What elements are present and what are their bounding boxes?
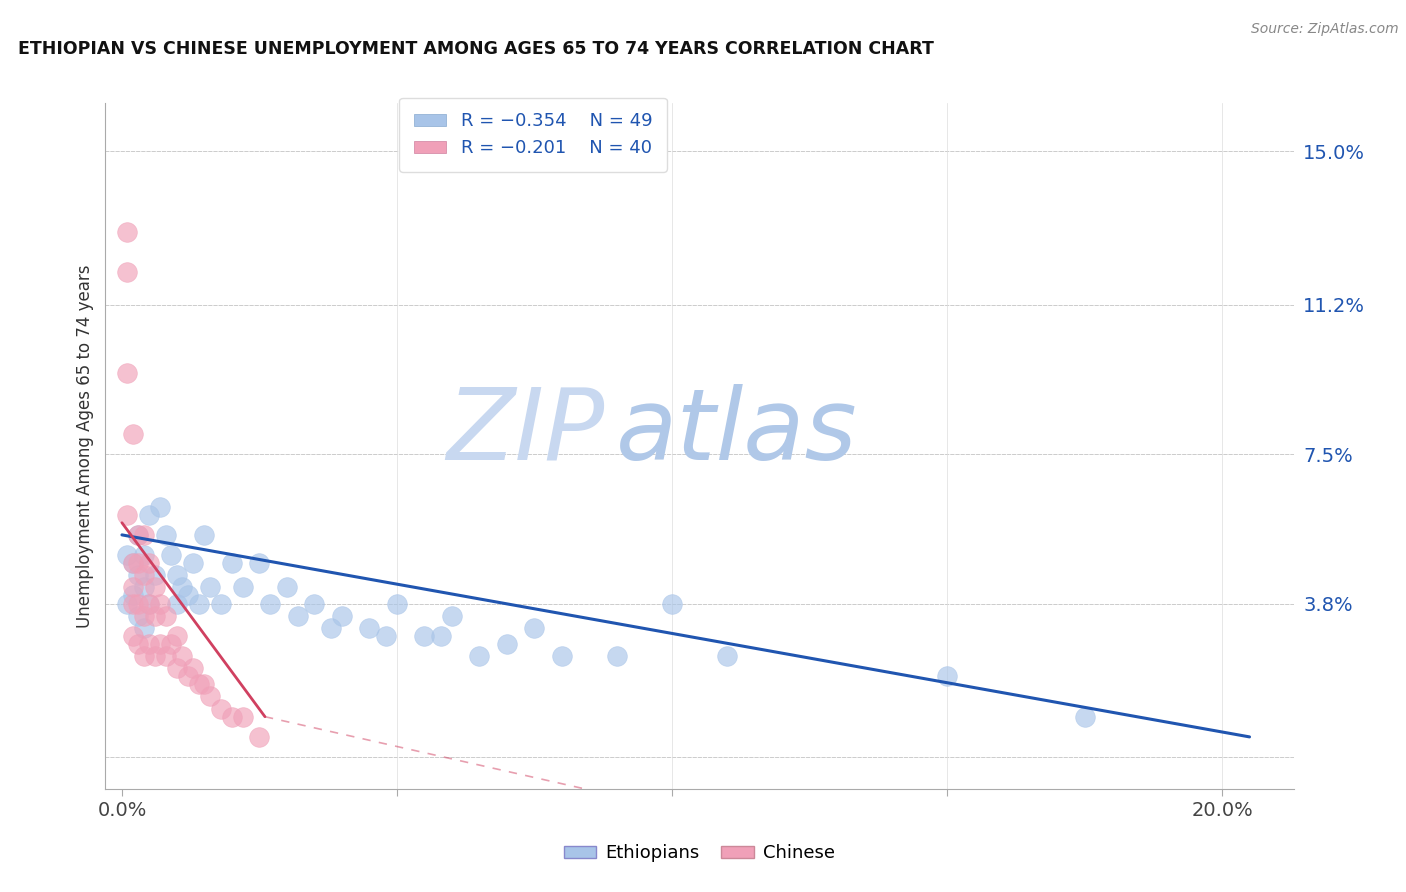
Point [127,597,149,611]
Point [430,629,453,643]
Point [496,637,519,651]
Point [160,637,183,651]
Point [122,556,145,570]
Point [132,528,155,542]
Point [127,608,149,623]
Point [172,581,194,595]
Point [259,597,281,611]
Legend: Ethiopians, Chinese: Ethiopians, Chinese [557,838,842,870]
Point [551,649,574,664]
Text: ZIP: ZIP [446,384,605,481]
Point [117,597,139,611]
Point [183,556,205,570]
Point [385,597,408,611]
Point [198,581,221,595]
Point [523,621,546,635]
Point [117,548,139,562]
Point [122,556,145,570]
Point [127,556,149,570]
Point [122,629,145,643]
Point [330,608,353,623]
Point [122,597,145,611]
Point [132,621,155,635]
Point [249,730,271,744]
Point [166,629,188,643]
Point [198,690,221,704]
Point [132,548,155,562]
Point [276,581,298,595]
Point [188,597,211,611]
Text: ETHIOPIAN VS CHINESE UNEMPLOYMENT AMONG AGES 65 TO 74 YEARS CORRELATION CHART: ETHIOPIAN VS CHINESE UNEMPLOYMENT AMONG … [18,40,934,58]
Point [132,649,155,664]
Point [221,709,243,723]
Point [221,556,243,570]
Point [183,661,205,675]
Point [606,649,628,664]
Point [138,508,160,522]
Point [232,581,254,595]
Point [160,548,183,562]
Point [138,597,160,611]
Point [127,637,149,651]
Text: atlas: atlas [616,384,858,481]
Point [1073,709,1095,723]
Point [122,426,145,441]
Point [155,649,177,664]
Point [166,568,188,582]
Point [117,366,139,380]
Point [138,556,160,570]
Point [232,709,254,723]
Point [209,701,232,715]
Point [304,597,326,611]
Point [132,581,155,595]
Point [166,661,188,675]
Point [132,568,155,582]
Point [716,649,738,664]
Point [143,581,166,595]
Point [193,528,215,542]
Point [138,637,160,651]
Point [440,608,463,623]
Point [413,629,436,643]
Point [127,568,149,582]
Point [143,608,166,623]
Point [127,528,149,542]
Point [127,528,149,542]
Point [209,597,232,611]
Point [117,225,139,239]
Point [155,608,177,623]
Point [468,649,491,664]
Point [375,629,398,643]
Point [661,597,683,611]
Point [122,581,145,595]
Point [172,649,194,664]
Point [188,677,211,691]
Point [249,556,271,570]
Point [132,608,155,623]
Point [117,508,139,522]
Point [359,621,381,635]
Point [155,528,177,542]
Point [177,589,200,603]
Y-axis label: Unemployment Among Ages 65 to 74 years: Unemployment Among Ages 65 to 74 years [76,264,94,628]
Point [138,597,160,611]
Point [143,568,166,582]
Point [193,677,215,691]
Point [936,669,959,683]
Point [319,621,342,635]
Point [149,597,172,611]
Point [122,589,145,603]
Point [149,500,172,514]
Point [166,597,188,611]
Point [143,649,166,664]
Point [149,637,172,651]
Text: Source: ZipAtlas.com: Source: ZipAtlas.com [1251,22,1399,37]
Point [287,608,309,623]
Point [117,265,139,279]
Point [177,669,200,683]
